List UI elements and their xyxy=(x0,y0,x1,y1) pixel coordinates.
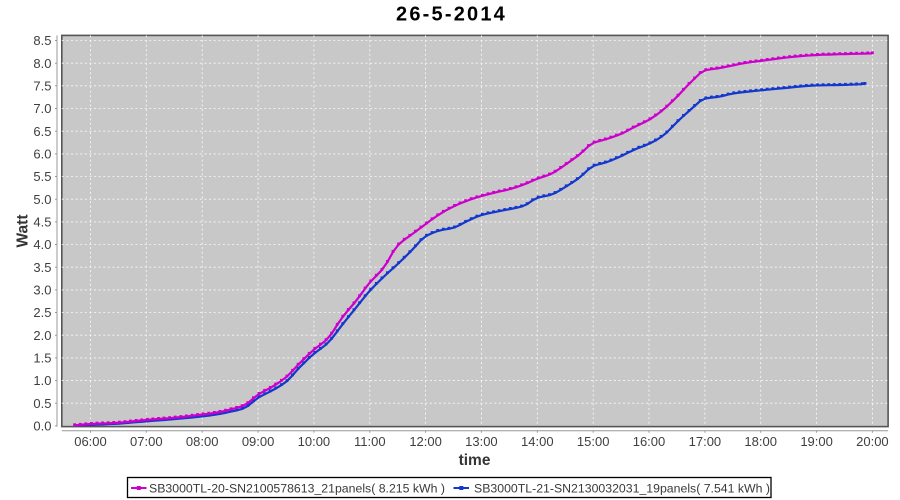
svg-text:0.5: 0.5 xyxy=(33,396,51,411)
svg-text:26-5-2014: 26-5-2014 xyxy=(396,4,507,26)
svg-text:5.0: 5.0 xyxy=(33,192,51,207)
svg-text:10:00: 10:00 xyxy=(298,434,331,449)
svg-text:8.5: 8.5 xyxy=(33,33,51,48)
svg-text:6.5: 6.5 xyxy=(33,124,51,139)
svg-text:7.5: 7.5 xyxy=(33,78,51,93)
svg-text:3.5: 3.5 xyxy=(33,260,51,275)
svg-text:19:00: 19:00 xyxy=(800,434,833,449)
svg-text:08:00: 08:00 xyxy=(186,434,219,449)
svg-text:SB3000TL-21-SN2130032031_19pan: SB3000TL-21-SN2130032031_19panels( 7.541… xyxy=(474,481,770,495)
svg-text:5.5: 5.5 xyxy=(33,169,51,184)
svg-text:16:00: 16:00 xyxy=(633,434,666,449)
svg-text:15:00: 15:00 xyxy=(577,434,610,449)
svg-text:20:00: 20:00 xyxy=(856,434,889,449)
svg-text:SB3000TL-20-SN2100578613_21pan: SB3000TL-20-SN2100578613_21panels( 8.215… xyxy=(149,481,445,495)
svg-text:Watt: Watt xyxy=(15,215,32,248)
svg-text:4.0: 4.0 xyxy=(33,237,51,252)
svg-text:1.0: 1.0 xyxy=(33,373,51,388)
svg-text:3.0: 3.0 xyxy=(33,283,51,298)
svg-text:2.0: 2.0 xyxy=(33,328,51,343)
svg-text:13:00: 13:00 xyxy=(465,434,498,449)
svg-text:09:00: 09:00 xyxy=(242,434,275,449)
svg-text:18:00: 18:00 xyxy=(744,434,777,449)
svg-text:time: time xyxy=(459,452,491,469)
svg-text:11:00: 11:00 xyxy=(354,434,386,449)
svg-text:7.0: 7.0 xyxy=(33,101,51,116)
svg-text:6.0: 6.0 xyxy=(33,147,51,162)
svg-text:1.5: 1.5 xyxy=(33,351,51,366)
svg-text:8.0: 8.0 xyxy=(33,56,51,71)
svg-text:14:00: 14:00 xyxy=(521,434,554,449)
svg-text:4.5: 4.5 xyxy=(33,215,51,230)
svg-text:0.0: 0.0 xyxy=(33,419,51,434)
svg-text:2.5: 2.5 xyxy=(33,305,51,320)
svg-text:17:00: 17:00 xyxy=(689,434,722,449)
svg-text:06:00: 06:00 xyxy=(74,434,107,449)
svg-text:12:00: 12:00 xyxy=(409,434,442,449)
svg-text:07:00: 07:00 xyxy=(130,434,163,449)
